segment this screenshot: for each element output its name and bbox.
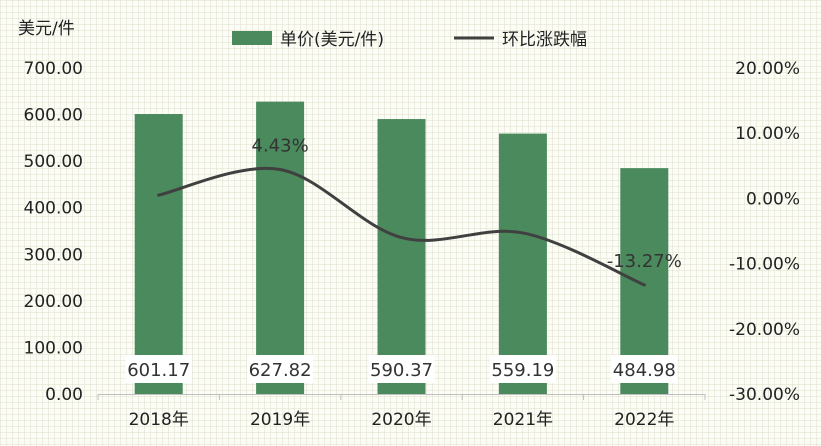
line-point (400, 236, 403, 240)
line-point (642, 283, 646, 287)
x-tick-label: 2021年 (493, 410, 553, 430)
legend-bar-swatch (232, 31, 272, 45)
y2-tick-label: 20.00% (735, 59, 800, 79)
bar (134, 114, 183, 394)
x-tick-label: 2022年 (614, 410, 674, 430)
bar (498, 133, 547, 395)
y-tick-label: 100.00 (24, 338, 83, 358)
y-axis-label: 美元/件 (18, 19, 75, 39)
x-tick-label: 2018年 (129, 410, 189, 430)
data-label-box (611, 355, 678, 383)
data-label-box (247, 355, 314, 383)
bar (377, 119, 426, 394)
y-tick-label: 400.00 (24, 199, 83, 219)
bar-value-label: 590.37 (370, 360, 433, 381)
line-point (521, 231, 525, 235)
x-tick-label: 2020年 (371, 410, 431, 430)
bar-value-label: 559.19 (491, 360, 554, 381)
y2-tick-label: -30.00% (729, 385, 800, 405)
y-tick-label: 0.00 (45, 385, 83, 405)
bar-value-label: 601.17 (127, 360, 190, 381)
bar (256, 101, 305, 394)
line-value-label: 4.43% (252, 136, 309, 157)
y2-tick-label: -20.00% (729, 320, 800, 340)
x-tick-label: 2019年 (250, 410, 310, 430)
y2-tick-label: 10.00% (735, 124, 800, 144)
line-value-label: -13.27% (607, 251, 682, 272)
legend-bar-label: 单价(美元/件) (280, 30, 384, 50)
y2-tick-label: -10.00% (729, 255, 800, 275)
data-label-box (489, 355, 556, 383)
line-point (157, 193, 161, 197)
y-tick-label: 300.00 (24, 245, 83, 265)
y-tick-label: 600.00 (24, 106, 83, 126)
bar-value-label: 627.82 (249, 360, 312, 381)
y-tick-label: 700.00 (24, 59, 83, 79)
bar-value-label: 484.98 (613, 360, 676, 381)
data-label-box (368, 355, 435, 383)
y-tick-label: 200.00 (24, 292, 83, 312)
line-point (278, 168, 282, 172)
y-tick-label: 500.00 (24, 152, 83, 172)
data-label-box (125, 355, 192, 383)
y2-tick-label: 0.00% (746, 189, 800, 209)
legend-line-label: 环比涨跌幅 (502, 30, 587, 50)
